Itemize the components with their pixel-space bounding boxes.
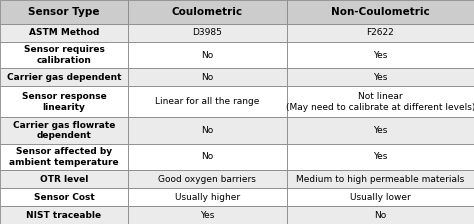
- Text: OTR level: OTR level: [40, 174, 88, 184]
- Bar: [128, 170, 287, 188]
- Text: Non-Coulometric: Non-Coulometric: [331, 7, 430, 17]
- Bar: [287, 68, 474, 86]
- Bar: [287, 24, 474, 42]
- Text: No: No: [201, 51, 213, 60]
- Text: Yes: Yes: [200, 211, 215, 220]
- Text: Usually lower: Usually lower: [350, 193, 411, 202]
- Text: Usually higher: Usually higher: [175, 193, 240, 202]
- Bar: [128, 117, 287, 144]
- Text: No: No: [201, 126, 213, 135]
- Text: No: No: [374, 211, 386, 220]
- Bar: [287, 42, 474, 68]
- Text: Sensor Type: Sensor Type: [28, 7, 100, 17]
- Bar: [0, 24, 128, 42]
- Text: NIST traceable: NIST traceable: [27, 211, 101, 220]
- Bar: [128, 86, 287, 117]
- Bar: [287, 0, 474, 24]
- Text: Sensor affected by
ambient temperature: Sensor affected by ambient temperature: [9, 147, 119, 167]
- Bar: [0, 144, 128, 170]
- Bar: [0, 188, 128, 206]
- Bar: [0, 0, 128, 24]
- Text: Coulometric: Coulometric: [172, 7, 243, 17]
- Text: Carrier gas flowrate
dependent: Carrier gas flowrate dependent: [13, 121, 115, 140]
- Bar: [287, 144, 474, 170]
- Text: Linear for all the range: Linear for all the range: [155, 97, 260, 106]
- Text: Medium to high permeable materials: Medium to high permeable materials: [296, 174, 465, 184]
- Bar: [0, 86, 128, 117]
- Bar: [128, 42, 287, 68]
- Text: No: No: [201, 73, 213, 82]
- Text: Yes: Yes: [373, 73, 388, 82]
- Bar: [0, 170, 128, 188]
- Bar: [128, 0, 287, 24]
- Bar: [128, 24, 287, 42]
- Bar: [287, 188, 474, 206]
- Bar: [287, 86, 474, 117]
- Bar: [0, 206, 128, 224]
- Bar: [0, 117, 128, 144]
- Text: Sensor Cost: Sensor Cost: [34, 193, 94, 202]
- Text: Carrier gas dependent: Carrier gas dependent: [7, 73, 121, 82]
- Bar: [128, 188, 287, 206]
- Text: Not linear
(May need to calibrate at different levels): Not linear (May need to calibrate at dif…: [286, 92, 474, 112]
- Bar: [128, 68, 287, 86]
- Text: Yes: Yes: [373, 126, 388, 135]
- Bar: [0, 68, 128, 86]
- Text: F2622: F2622: [366, 28, 394, 37]
- Text: No: No: [201, 152, 213, 162]
- Text: Sensor response
linearity: Sensor response linearity: [22, 92, 106, 112]
- Text: Yes: Yes: [373, 152, 388, 162]
- Text: Yes: Yes: [373, 51, 388, 60]
- Text: ASTM Method: ASTM Method: [29, 28, 99, 37]
- Bar: [287, 170, 474, 188]
- Text: Good oxygen barriers: Good oxygen barriers: [158, 174, 256, 184]
- Text: D3985: D3985: [192, 28, 222, 37]
- Bar: [0, 42, 128, 68]
- Bar: [287, 206, 474, 224]
- Bar: [287, 117, 474, 144]
- Bar: [128, 206, 287, 224]
- Text: Sensor requires
calibration: Sensor requires calibration: [24, 45, 104, 65]
- Bar: [128, 144, 287, 170]
